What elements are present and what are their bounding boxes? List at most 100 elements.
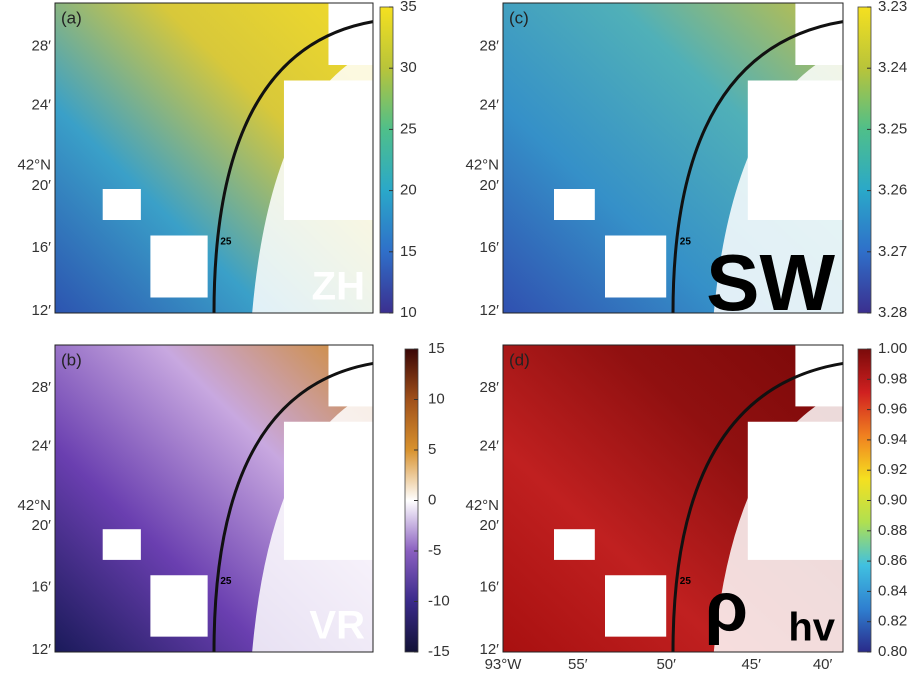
- range-ring: [212, 20, 374, 314]
- variable-label: SW: [706, 238, 835, 327]
- y-tick-label: 16′: [32, 578, 52, 595]
- colorbar-tick-label: 5: [428, 441, 436, 458]
- no-echo-area: [102, 529, 141, 560]
- panel-label: (b): [61, 350, 82, 369]
- y-tick-label: 12′: [480, 302, 500, 319]
- colorbar-tick-label: 35: [400, 0, 417, 15]
- ring-label: 25: [341, 29, 355, 43]
- no-echo-area: [605, 235, 667, 298]
- y-tick-label: 28′: [480, 37, 500, 54]
- y-tick-label: 12′: [32, 302, 52, 319]
- range-ring: [671, 20, 844, 314]
- x-tick-label: 50′: [656, 656, 676, 673]
- colorbar-tick-label: 3.28: [878, 304, 907, 321]
- plot-frame: [502, 344, 844, 653]
- colorbar-tick-label: 0.86: [878, 552, 907, 569]
- x-tick-label: 55′: [568, 656, 588, 673]
- colorbar-tick-label: 0.90: [878, 491, 907, 508]
- panel-label: (a): [61, 8, 82, 27]
- colorbar-tick-label: 3.24: [878, 59, 907, 76]
- no-echo-area: [713, 49, 843, 313]
- variable-label: VR: [309, 604, 365, 648]
- colorbar-tick-label: 0.84: [878, 582, 907, 599]
- colorbar-tick-label: 0: [428, 491, 436, 508]
- y-tick-label: 20′: [480, 517, 500, 534]
- colorbar-tick-label: 10: [400, 304, 417, 321]
- plot-frame: [54, 344, 374, 653]
- no-echo-area: [150, 575, 208, 637]
- colorbar-tick-label: 15: [428, 340, 445, 357]
- colorbar-tick-label: -10: [428, 592, 450, 609]
- y-tick-label: 24′: [480, 437, 500, 454]
- y-tick-label: 24′: [480, 96, 500, 113]
- ring-label: 25: [220, 576, 232, 587]
- x-tick-label: 40′: [813, 656, 833, 673]
- plot-frame: [54, 2, 374, 314]
- panel-label: (c): [509, 8, 529, 27]
- ring-label: 25: [809, 29, 823, 43]
- no-echo-area: [713, 391, 843, 652]
- colorbar-tick-label: 0.98: [878, 370, 907, 387]
- lat-label: 42°N: [17, 157, 51, 174]
- y-tick-label: 24′: [32, 96, 52, 113]
- colorbar: [379, 6, 394, 314]
- variable-label: ρ: [705, 567, 748, 645]
- y-tick-label: 28′: [32, 379, 52, 396]
- y-tick-label: 24′: [32, 437, 52, 454]
- x-tick-label: 93°W: [485, 656, 523, 673]
- panel: 25 25 (a) ZH 28′ 24′ 20′ 16′ 12′ 42°N 10 15 20 25 30 35: [17, 0, 416, 321]
- y-tick-label: 20′: [480, 177, 500, 194]
- colorbar-tick-label: 3.27: [878, 243, 907, 260]
- range-ring: [671, 361, 844, 653]
- range-ring: [212, 361, 374, 653]
- y-tick-label: 12′: [480, 641, 500, 658]
- colorbar-tick-label: 0.92: [878, 461, 907, 478]
- panel-label: (d): [509, 350, 530, 369]
- ring-label: 25: [220, 236, 232, 247]
- lat-label: 42°N: [17, 497, 51, 514]
- y-tick-label: 12′: [32, 641, 52, 658]
- y-tick-label: 28′: [32, 37, 52, 54]
- colorbar-tick-label: 0.82: [878, 613, 907, 630]
- colorbar-tick-label: 10: [428, 390, 445, 407]
- colorbar-tick-label: 3.25: [878, 120, 907, 137]
- colorbar-tick-label: 0.96: [878, 401, 907, 418]
- y-tick-label: 16′: [32, 239, 52, 256]
- ring-label: 25: [809, 371, 823, 385]
- panel: 25 25 (c) SW 28′ 24′ 20′ 16′ 12′ 42°N 3.28 3.27 3.26…: [465, 0, 907, 327]
- colorbar-tick-label: 3.26: [878, 182, 907, 199]
- ring-label: 25: [680, 576, 692, 587]
- ring-label: 25: [341, 371, 355, 385]
- ring-label: 25: [680, 236, 692, 247]
- colorbar: [857, 6, 872, 314]
- panel: 25 25 (d) ρ hv 28′ 24′ 20′ 16′ 12′ 42°N 93°W 55′ 50′ 4…: [465, 340, 907, 673]
- y-tick-label: 20′: [32, 177, 52, 194]
- colorbar-tick-label: 30: [400, 59, 417, 76]
- x-tick-label: 45′: [741, 656, 761, 673]
- y-tick-label: 16′: [480, 578, 500, 595]
- variable-label: ZH: [312, 265, 365, 309]
- no-echo-area: [102, 189, 141, 220]
- colorbar-tick-label: 3.23: [878, 0, 907, 15]
- no-echo-area: [605, 575, 667, 637]
- colorbar-tick-label: 25: [400, 120, 417, 137]
- y-tick-label: 28′: [480, 379, 500, 396]
- colorbar-tick-label: 0.94: [878, 431, 907, 448]
- no-echo-area: [150, 235, 208, 298]
- no-echo-area: [554, 189, 595, 220]
- colorbar-tick-label: 20: [400, 182, 417, 199]
- lat-label: 42°N: [465, 157, 499, 174]
- plot-frame: [502, 2, 844, 314]
- colorbar-tick-label: 0.88: [878, 522, 907, 539]
- colorbar-tick-label: 0.80: [878, 643, 907, 660]
- colorbar-tick-label: 1.00: [878, 340, 907, 357]
- colorbar-tick-label: 15: [400, 243, 417, 260]
- y-tick-label: 16′: [480, 239, 500, 256]
- y-tick-label: 20′: [32, 517, 52, 534]
- variable-subscript: hv: [788, 606, 835, 650]
- colorbar-tick-label: -5: [428, 542, 441, 559]
- colorbar-tick-label: -15: [428, 643, 450, 660]
- no-echo-area: [252, 391, 373, 652]
- no-echo-area: [554, 529, 595, 560]
